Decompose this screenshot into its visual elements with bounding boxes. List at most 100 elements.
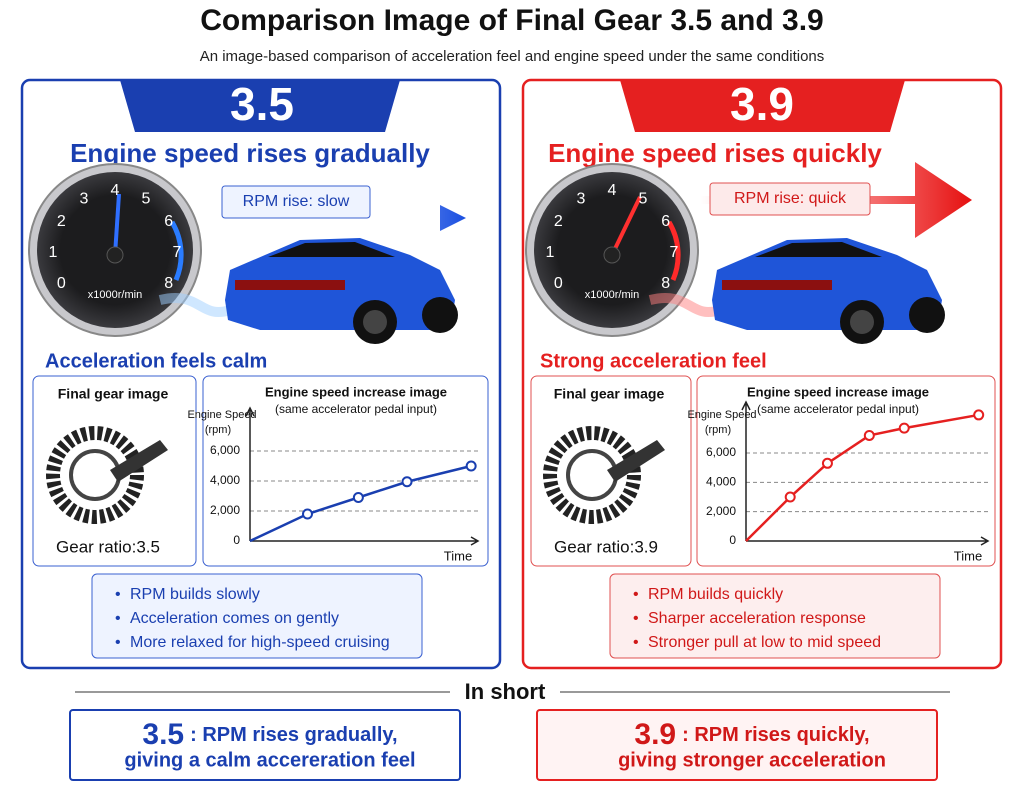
ratio-tab [120,80,400,132]
bullet-box [609,573,941,659]
bullet: RPM builds slowly [130,586,260,603]
chart-title: Engine speed increase image [265,384,447,399]
x-axis-label: Time [954,548,982,563]
chart-box [696,375,996,567]
y-axis [741,400,751,541]
bullet: RPM builds quickly [648,586,783,603]
summary-text: giving a calm accereration feel [124,749,415,771]
gauge [28,163,202,337]
chart-subtitle: (same accelerator pedal input) [757,402,919,416]
y-tick-label: 2,000 [210,503,240,517]
y-axis-label: Engine Speed [687,409,756,421]
point [898,422,910,434]
summary-box [69,709,461,781]
bullet-dot: • [633,586,639,603]
gear-illustration [543,426,665,524]
dial-label: 7 [173,244,182,261]
bullet-dot: • [115,610,121,627]
point [401,476,413,488]
summary-line: 3.5 : RPM rises gradually, [142,718,397,751]
dial-label: 3 [577,191,586,208]
dial-label: 6 [661,213,670,230]
rpm-tag [221,185,371,219]
bullet-dot: • [115,634,121,651]
gear-title: Final gear image [58,386,169,402]
y-tick-label: 4,000 [706,475,736,489]
summary-text: : RPM rises gradually, [190,724,397,746]
point [465,460,477,472]
point [302,508,313,520]
headline: Engine speed rises quickly [548,138,882,168]
point [973,409,985,421]
bullet: More relaxed for high-speed cruising [130,634,390,651]
ratio: 3.5 [230,78,294,130]
gauge [525,163,699,337]
summary-ratio: 3.5 [142,718,184,751]
dial-label: 4 [608,182,617,199]
subtitle: An image-based comparison of acceleratio… [200,48,825,65]
bullet-dot: • [115,586,121,603]
rpm-tag-text: RPM rise: quick [734,190,847,207]
chart-box [202,375,489,567]
bullet: Stronger pull at low to mid speed [648,634,881,651]
dial-label: 1 [546,244,555,261]
bullet-dot: • [633,610,639,627]
dial-label: 2 [57,213,66,230]
y-tick-label: 6,000 [210,443,240,457]
rpm-tag-text: RPM rise: slow [243,193,350,210]
x-axis [250,536,480,546]
summary-ratio: 3.9 [634,718,676,751]
gear-ratio: Gear ratio:3.5 [56,537,160,556]
dial-label: 7 [670,244,679,261]
gear-title: Final gear image [554,386,665,402]
x-axis [746,536,990,546]
bullet-dot: • [633,634,639,651]
summary-line: 3.9 : RPM rises quickly, [634,718,869,751]
ratio: 3.9 [730,78,794,130]
y-tick-label: 4,000 [210,473,240,487]
point [863,429,875,441]
dial-label: 0 [554,275,563,292]
dial-label: 0 [57,275,66,292]
y-tick-label: 6,000 [706,445,736,459]
y-tick-label: 0 [729,533,736,547]
summary-text: giving stronger acceleration [618,749,886,771]
in-short: In short [465,679,546,704]
gear-ratio: Gear ratio:3.9 [554,537,658,556]
y-tick-label: 0 [233,533,240,547]
summary-box [536,709,938,781]
dial-label: 2 [554,213,563,230]
point [784,491,796,503]
dial-label: 4 [111,182,120,199]
bullet: Acceleration comes on gently [130,610,339,627]
car-illustration [648,238,945,344]
gear-illustration [46,426,168,524]
headline: Engine speed rises gradually [70,138,430,168]
y-axis-unit: (rpm) [705,424,731,436]
arrow [230,205,466,231]
dial-label: 8 [661,275,670,292]
dial-label: 3 [80,191,89,208]
chart-subtitle: (same accelerator pedal input) [275,402,437,416]
line [745,413,979,542]
title: Comparison Image of Final Gear 3.5 and 3… [200,4,824,37]
dial-unit: x1000r/min [585,289,639,301]
point [821,457,833,469]
bullet-box [91,573,423,659]
chart-title: Engine speed increase image [747,384,929,399]
summary-text: : RPM rises quickly, [682,724,869,746]
car-illustration [158,238,458,344]
ratio-tab [620,80,905,132]
y-tick-label: 2,000 [706,504,736,518]
dial-label: 5 [142,191,151,208]
rpm-tag [709,182,871,216]
dial-unit: x1000r/min [88,289,142,301]
dial-label: 5 [639,191,648,208]
dial-label: 1 [49,244,58,261]
feel: Acceleration feels calm [45,350,267,372]
y-axis-label: Engine Speed [187,409,256,421]
point [352,492,364,503]
feel: Strong acceleration feel [540,350,767,372]
y-axis [245,406,255,541]
